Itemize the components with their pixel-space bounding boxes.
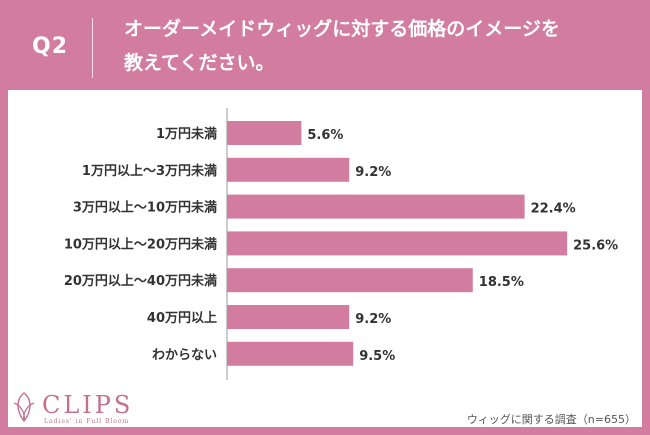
data-label: 22.4% (531, 202, 576, 217)
bar (227, 157, 350, 182)
bar (227, 268, 473, 293)
bar (227, 121, 302, 145)
data-label: 5.6% (307, 128, 343, 143)
category-label: 20万円以上～40万円未満 (64, 273, 217, 289)
data-label: 9.5% (359, 349, 395, 364)
question-title: オーダーメイドウィッグに対する価格のイメージを 教えてください。 (124, 12, 624, 80)
header-divider (92, 18, 93, 78)
flower-logo-icon (13, 392, 35, 423)
data-label: 9.2% (355, 312, 391, 327)
question-title-line-2: 教えてください。 (124, 52, 275, 74)
chart-panel: 1万円未満 5.6% 1万円以上～3万円未満 9.2% 3万円以上～10万円未満 22.4… (8, 90, 642, 427)
category-label: 10万円以上～20万円未満 (64, 236, 217, 252)
question-header: Q2 オーダーメイドウィッグに対する価格のイメージを 教えてください。 (0, 0, 650, 90)
data-label: 9.2% (355, 165, 391, 180)
logo-tagline: Ladies' in Full Bloom (44, 418, 130, 425)
bar (227, 305, 350, 329)
survey-source: ウィッグに関する調査（n=655） (466, 413, 636, 426)
question-number: Q2 (32, 34, 69, 59)
category-label: 1万円以上～3万円未満 (82, 163, 217, 179)
bar (227, 341, 354, 366)
question-title-line-1: オーダーメイドウィッグに対する価格のイメージを (124, 18, 560, 40)
category-label: 3万円以上～10万円未満 (73, 200, 217, 216)
category-label: わからない (152, 348, 217, 363)
logo-name: CLIPS (42, 391, 134, 419)
bar-chart: 1万円未満 5.6% 1万円以上～3万円未満 9.2% 3万円以上～10万円未満 22.4… (64, 108, 618, 380)
bar (227, 194, 525, 219)
data-label: 25.6% (573, 238, 618, 253)
data-label: 18.5% (479, 275, 524, 290)
bar (227, 231, 568, 256)
category-label: 1万円未満 (156, 126, 217, 142)
category-label: 40万円以上 (147, 311, 217, 326)
clips-logo: CLIPS Ladies' in Full Bloom (10, 389, 130, 431)
